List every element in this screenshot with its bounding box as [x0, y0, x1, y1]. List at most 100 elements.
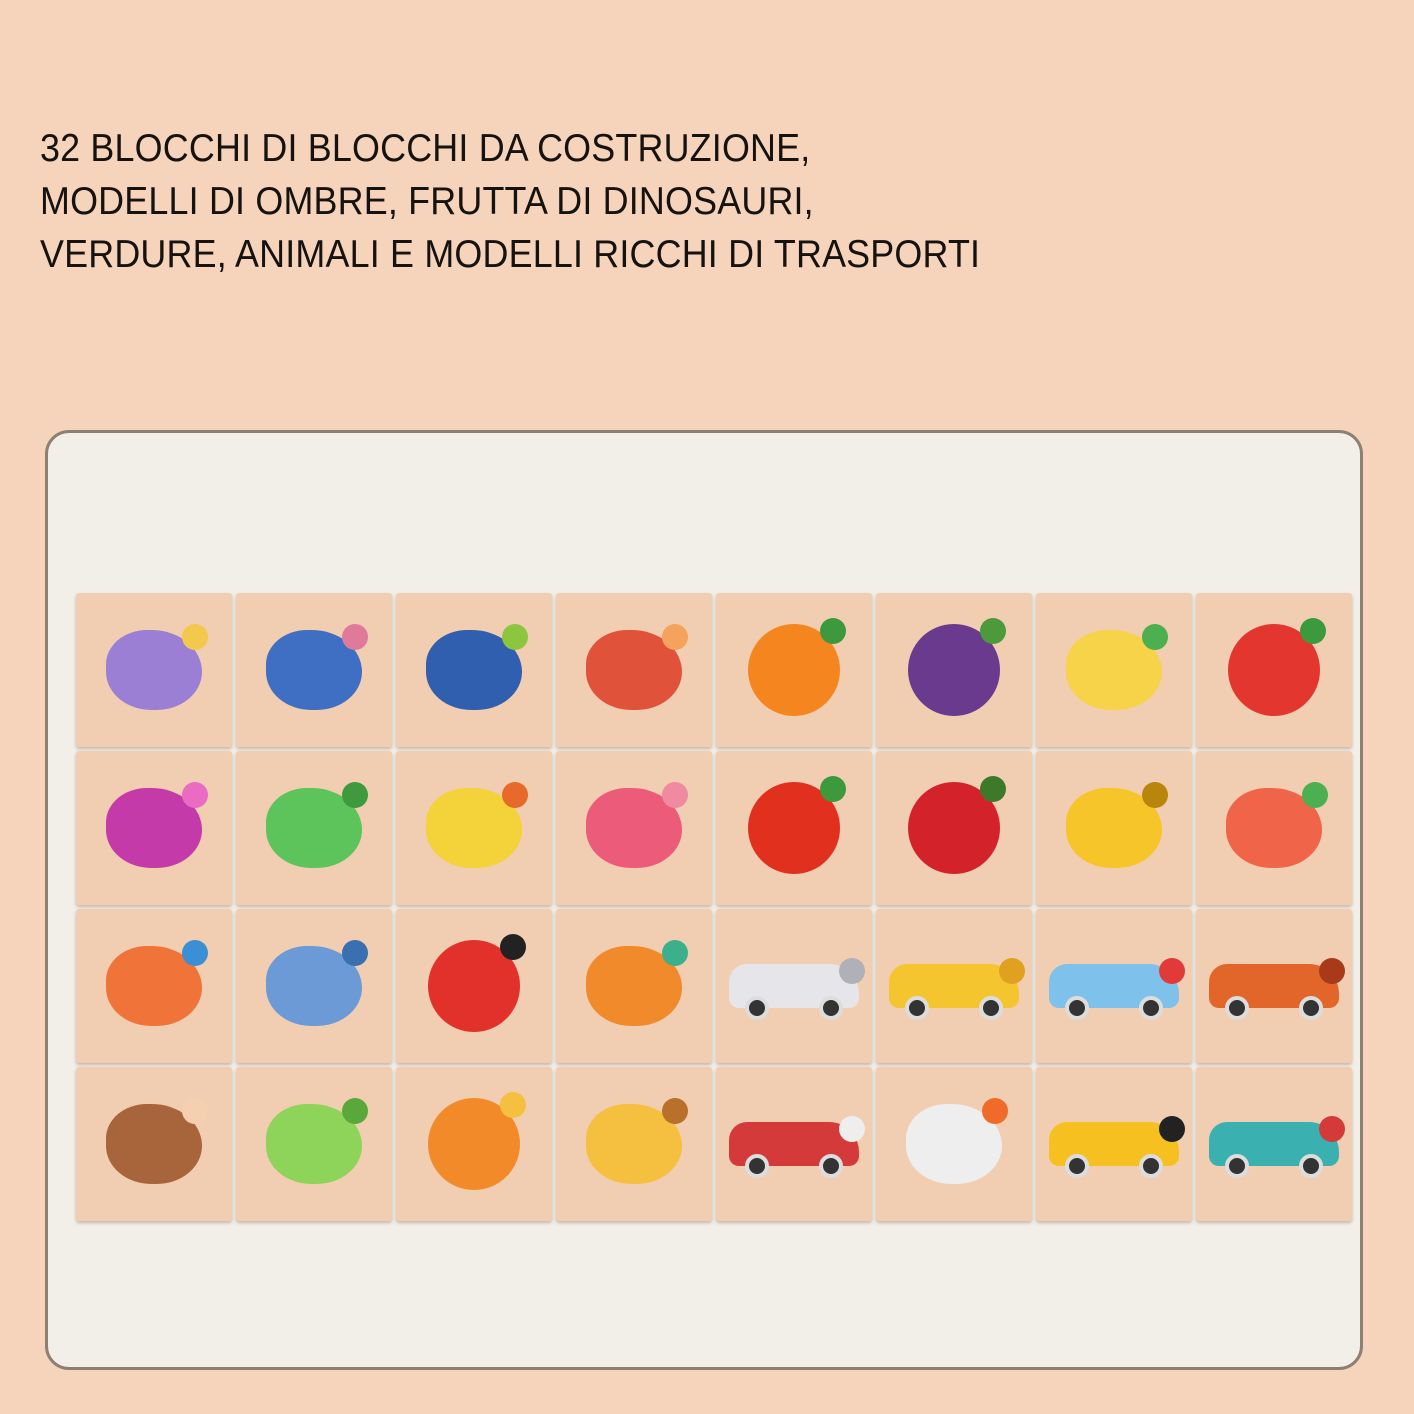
- accent-shape: [662, 782, 688, 808]
- wooden-tile: [556, 593, 712, 747]
- wooden-tile: [236, 593, 392, 747]
- tomato-icon: [748, 776, 846, 874]
- tile-grid: [76, 593, 1354, 1221]
- strawberry-icon: [1228, 618, 1326, 716]
- banana-icon: [1066, 782, 1168, 868]
- accent-shape: [182, 624, 208, 650]
- accent-shape: [662, 1098, 688, 1124]
- wooden-tile: [716, 751, 872, 905]
- pink-dinosaur-icon: [586, 782, 688, 868]
- taxi-icon: [1049, 1116, 1185, 1178]
- red-dinosaur-icon: [586, 624, 688, 710]
- boat-icon: [1209, 1116, 1345, 1178]
- wooden-tile: [396, 593, 552, 747]
- wooden-tile: [76, 909, 232, 1063]
- red-pickup-truck-icon: [729, 1116, 865, 1178]
- wooden-tile: [1036, 593, 1192, 747]
- wooden-tile: [236, 751, 392, 905]
- yellow-dinosaur-icon: [426, 782, 528, 868]
- accent-shape: [1300, 618, 1326, 644]
- accent-shape: [502, 624, 528, 650]
- wooden-tile: [716, 1067, 872, 1221]
- accent-shape: [1319, 958, 1345, 984]
- accent-shape: [980, 776, 1006, 802]
- accent-shape: [662, 624, 688, 650]
- accent-shape: [342, 940, 368, 966]
- pterodactyl-icon: [266, 782, 368, 868]
- wooden-tile: [1036, 751, 1192, 905]
- wooden-tile: [716, 909, 872, 1063]
- wooden-tile: [396, 751, 552, 905]
- accent-shape: [1142, 782, 1168, 808]
- fox-icon: [586, 940, 688, 1026]
- wooden-tile: [396, 1067, 552, 1221]
- yellow-car-icon: [889, 958, 1025, 1020]
- accent-shape: [982, 1098, 1008, 1124]
- orange-icon: [748, 618, 846, 716]
- ladybug-icon: [428, 934, 526, 1032]
- lion-icon: [428, 1092, 526, 1190]
- triceratops-icon: [106, 624, 208, 710]
- accent-shape: [1302, 782, 1328, 808]
- wooden-tile: [556, 909, 712, 1063]
- headline-line: 32 BLOCCHI DI BLOCCHI DA COSTRUZIONE,: [40, 127, 811, 170]
- accent-shape: [342, 1098, 368, 1124]
- wooden-tile: [876, 751, 1032, 905]
- accent-shape: [839, 1116, 865, 1142]
- accent-shape: [1159, 1116, 1185, 1142]
- elephant-icon: [266, 940, 368, 1026]
- wooden-tile: [716, 593, 872, 747]
- wooden-tile: [876, 1067, 1032, 1221]
- wooden-tile: [1036, 909, 1192, 1063]
- wooden-tile: [1196, 1067, 1352, 1221]
- wooden-tile: [1196, 593, 1352, 747]
- wooden-tile: [76, 751, 232, 905]
- accent-shape: [1319, 1116, 1345, 1142]
- wooden-tile: [76, 593, 232, 747]
- product-photo: [45, 430, 1363, 1370]
- accent-shape: [980, 618, 1006, 644]
- accent-shape: [342, 782, 368, 808]
- accent-shape: [820, 618, 846, 644]
- owl-icon: [106, 940, 208, 1026]
- accent-shape: [182, 782, 208, 808]
- carrot-icon: [1226, 782, 1328, 868]
- accent-shape: [662, 940, 688, 966]
- brontosaurus-icon: [106, 782, 208, 868]
- headline-line: MODELLI DI OMBRE, FRUTTA DI DINOSAURI,: [40, 180, 814, 223]
- wooden-tile: [1196, 751, 1352, 905]
- wooden-tile: [396, 909, 552, 1063]
- accent-shape: [839, 958, 865, 984]
- grapes-icon: [908, 618, 1006, 716]
- suv-icon: [729, 958, 865, 1020]
- headline-line: VERDURE, ANIMALI E MODELLI RICCHI DI TRA…: [40, 233, 981, 276]
- accent-shape: [182, 1098, 208, 1124]
- wooden-tile: [876, 593, 1032, 747]
- accent-shape: [1159, 958, 1185, 984]
- rocket-icon: [906, 1098, 1008, 1184]
- wooden-tile: [1196, 909, 1352, 1063]
- accent-shape: [1142, 624, 1168, 650]
- accent-shape: [500, 1092, 526, 1118]
- accent-shape: [500, 934, 526, 960]
- accent-shape: [999, 958, 1025, 984]
- blue-t-rex-icon: [426, 624, 528, 710]
- wooden-tile: [876, 909, 1032, 1063]
- headline: 32 BLOCCHI DI BLOCCHI DA COSTRUZIONE, MO…: [40, 122, 980, 281]
- frog-icon: [266, 1098, 368, 1184]
- accent-shape: [342, 624, 368, 650]
- giraffe-icon: [586, 1098, 688, 1184]
- accent-shape: [820, 776, 846, 802]
- monkey-icon: [106, 1098, 208, 1184]
- orange-sports-car-icon: [1209, 958, 1345, 1020]
- wooden-tile: [76, 1067, 232, 1221]
- pineapple-icon: [1066, 624, 1168, 710]
- wooden-tile: [236, 1067, 392, 1221]
- accent-shape: [182, 940, 208, 966]
- wooden-tile: [236, 909, 392, 1063]
- accent-shape: [502, 782, 528, 808]
- cherries-icon: [908, 776, 1006, 874]
- wooden-tile: [556, 751, 712, 905]
- blue-dinosaur-icon: [266, 624, 368, 710]
- airplane-icon: [1049, 958, 1185, 1020]
